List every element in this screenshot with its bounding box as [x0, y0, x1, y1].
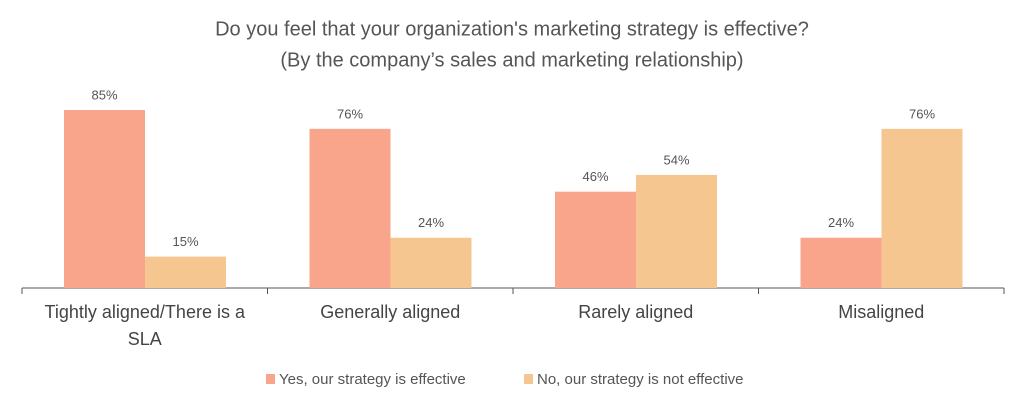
bar	[555, 191, 636, 288]
x-tick-label: Misaligned	[838, 302, 925, 322]
chart-subtitle: (By the company’s sales and marketing re…	[280, 49, 743, 71]
bar	[309, 128, 391, 288]
data-label: 85%	[91, 87, 117, 102]
data-label: 54%	[663, 152, 689, 167]
data-label: 76%	[337, 106, 363, 121]
bar	[390, 237, 472, 288]
data-label: 24%	[418, 215, 444, 230]
bar	[636, 174, 717, 288]
x-tick-label: Generally aligned	[320, 302, 461, 322]
data-label: 46%	[582, 169, 608, 184]
bar	[64, 110, 145, 288]
x-tick-label: Tightly aligned/There is a SLA	[44, 302, 245, 349]
bar	[881, 128, 963, 288]
legend-swatch	[266, 374, 275, 384]
legend-label: Yes, our strategy is effective	[279, 371, 466, 388]
bar	[800, 237, 882, 288]
legend-label: No, our strategy is not effective	[537, 371, 744, 388]
bar	[145, 256, 226, 288]
data-label: 24%	[828, 215, 854, 230]
data-label: 76%	[909, 106, 935, 121]
legend-swatch	[524, 374, 533, 384]
data-label: 15%	[172, 234, 198, 249]
x-tick-label: Rarely aligned	[578, 302, 694, 322]
chart-title: Do you feel that your organization's mar…	[215, 18, 809, 40]
